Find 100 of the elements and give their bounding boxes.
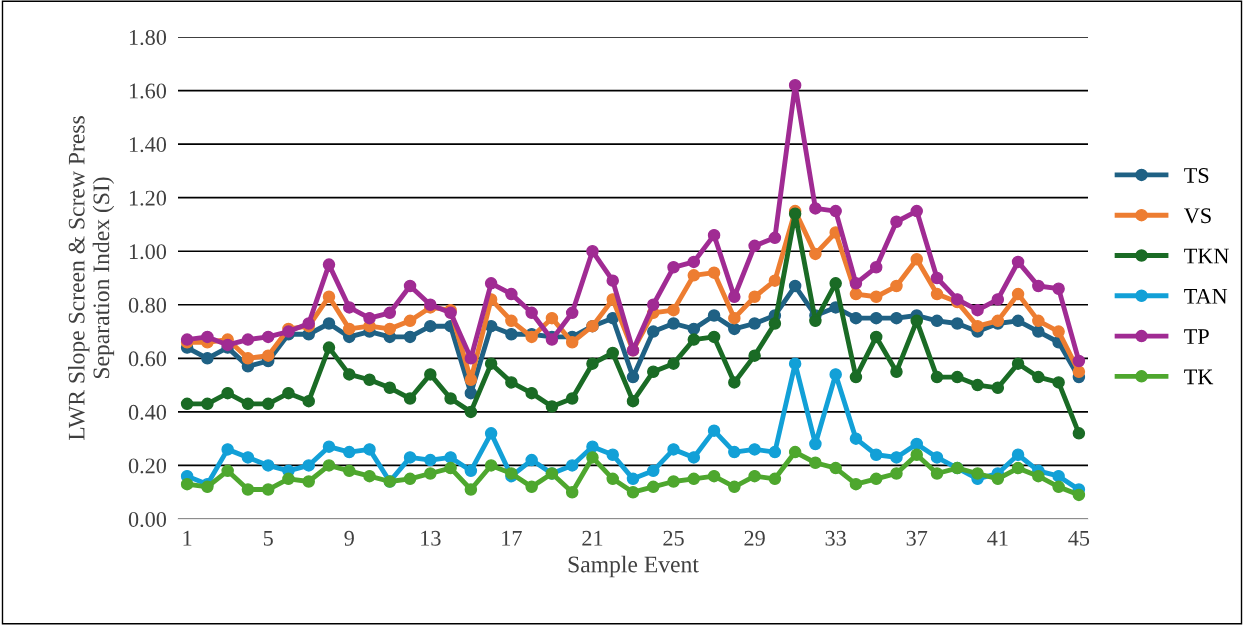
point — [768, 317, 782, 330]
point — [910, 204, 923, 218]
point — [424, 467, 437, 480]
point — [505, 314, 518, 328]
point — [788, 445, 802, 459]
point — [363, 311, 376, 325]
point — [241, 333, 255, 346]
point — [586, 440, 599, 453]
point — [484, 459, 498, 472]
point — [748, 443, 761, 456]
point — [748, 349, 761, 362]
x-tick-label: 33 — [825, 530, 846, 546]
x-tick-label: 37 — [906, 530, 928, 546]
legend-label: TS — [1184, 167, 1209, 183]
point — [768, 274, 782, 287]
point — [707, 424, 721, 437]
point — [1072, 427, 1086, 440]
point — [890, 215, 903, 229]
point — [788, 78, 802, 92]
point — [586, 357, 599, 370]
point — [869, 448, 883, 461]
point — [971, 319, 984, 333]
point — [930, 287, 944, 301]
x-tick-label: 41 — [987, 530, 1008, 546]
point — [849, 370, 863, 384]
point — [647, 464, 660, 478]
point — [343, 301, 356, 314]
point — [505, 376, 518, 389]
point — [464, 373, 478, 387]
point — [809, 437, 822, 451]
point — [424, 319, 437, 333]
point — [910, 448, 923, 461]
point — [322, 341, 336, 354]
point — [991, 381, 1005, 395]
point — [1032, 370, 1045, 384]
point — [869, 261, 883, 274]
point — [890, 467, 903, 480]
legend-label: TKN — [1184, 248, 1229, 264]
point — [424, 453, 437, 467]
point — [849, 432, 863, 445]
point — [1032, 279, 1045, 293]
point — [261, 349, 275, 362]
y-tick-label: 1.80 — [129, 29, 167, 46]
point — [849, 477, 863, 491]
point — [748, 317, 761, 330]
point — [1072, 354, 1086, 368]
point — [707, 330, 721, 344]
point — [565, 306, 579, 320]
point — [667, 443, 680, 456]
point — [910, 437, 923, 451]
point — [586, 244, 599, 258]
y-tick-label: 0.60 — [128, 351, 167, 367]
point — [403, 472, 417, 486]
point — [809, 247, 822, 261]
legend-label: VS — [1184, 208, 1211, 224]
y-tick-label: 0.00 — [128, 511, 167, 528]
point — [221, 464, 234, 478]
point — [403, 314, 417, 328]
point — [647, 325, 660, 338]
point — [322, 258, 336, 271]
point — [180, 477, 194, 491]
point — [930, 451, 944, 464]
point — [768, 472, 782, 486]
x-axis-title: Sample Event — [568, 555, 699, 578]
point — [606, 472, 619, 486]
point — [383, 322, 397, 336]
legend-label: TP — [1184, 329, 1209, 344]
point — [363, 373, 376, 387]
point — [626, 370, 640, 384]
point — [606, 274, 619, 287]
point — [667, 357, 680, 370]
point — [626, 485, 640, 499]
point — [809, 202, 822, 215]
point — [829, 461, 842, 475]
point — [424, 368, 437, 381]
point — [1052, 282, 1065, 295]
point — [748, 290, 761, 303]
point — [890, 365, 903, 378]
point — [869, 472, 883, 486]
y-tick-label: 1.40 — [129, 137, 167, 153]
point — [343, 322, 356, 336]
point — [1052, 469, 1065, 483]
point — [930, 467, 944, 480]
point — [930, 271, 944, 285]
point — [971, 467, 984, 480]
point — [606, 346, 619, 360]
point — [768, 445, 782, 459]
point — [971, 378, 984, 392]
point — [322, 290, 336, 303]
point — [930, 314, 944, 328]
point — [991, 293, 1005, 306]
point — [707, 228, 721, 242]
x-tick-label: 1 — [183, 530, 192, 546]
point — [464, 352, 478, 365]
point — [302, 394, 315, 408]
point — [282, 386, 295, 400]
point — [667, 475, 680, 488]
y-axis-title: LWR Slope Screen & Screw Press Separation Index (SI) — [68, 116, 115, 441]
point — [363, 443, 376, 456]
point — [241, 352, 255, 365]
